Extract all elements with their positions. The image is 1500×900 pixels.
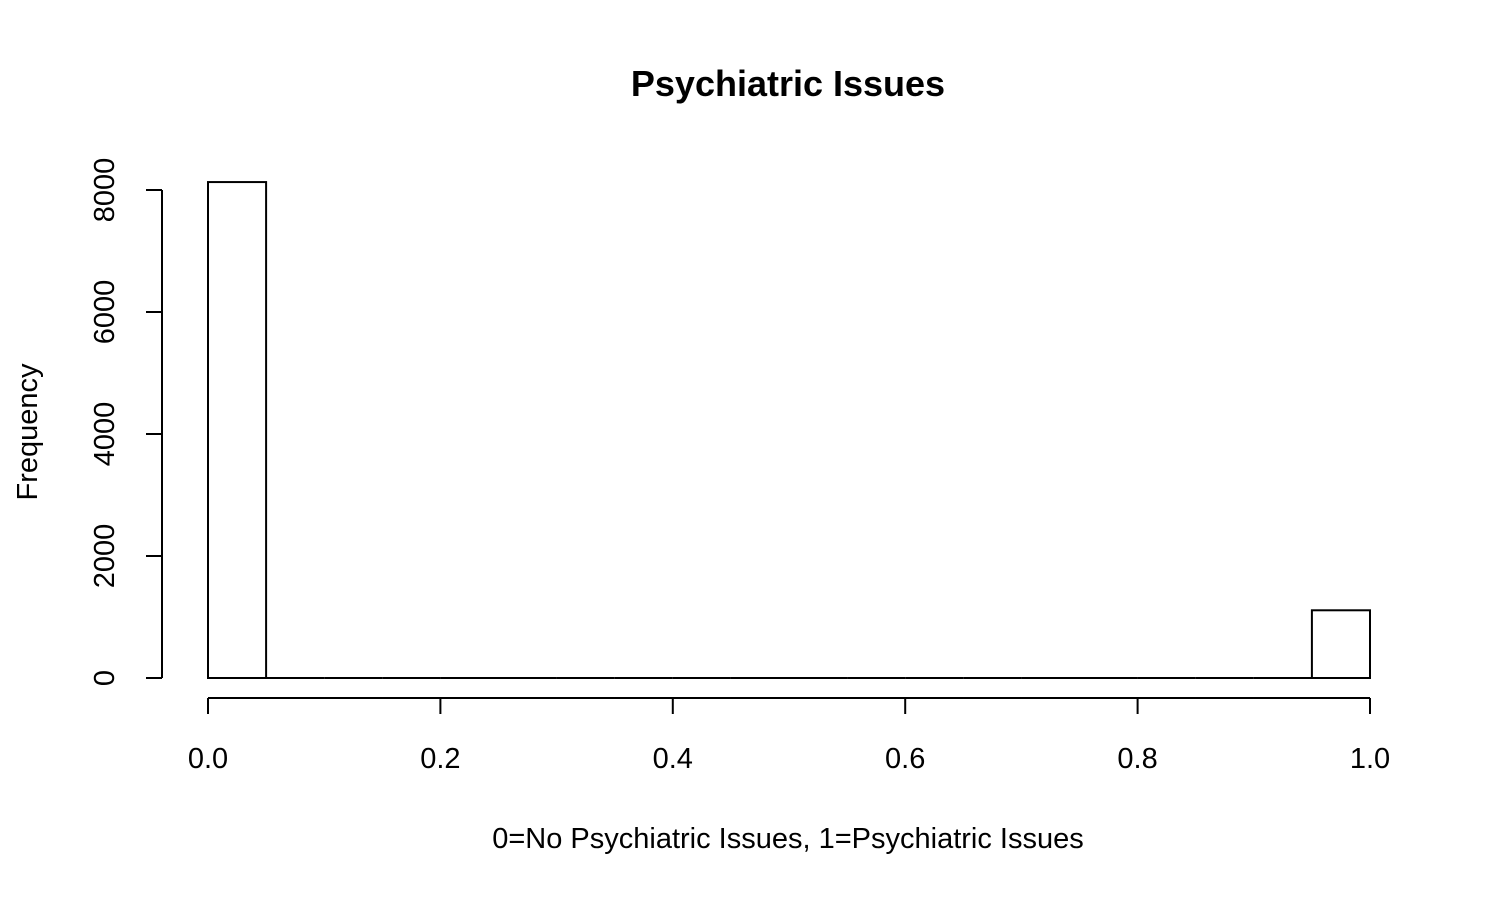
x-tick-label: 1.0 <box>1350 743 1390 775</box>
y-tick-label: 2000 <box>89 524 121 589</box>
y-tick-label: 6000 <box>89 280 121 345</box>
x-tick-label: 0.0 <box>188 743 228 775</box>
x-tick-label: 0.4 <box>653 743 693 775</box>
x-tick-label: 0.2 <box>420 743 460 775</box>
x-axis-label: 0=No Psychiatric Issues, 1=Psychiatric I… <box>492 823 1084 855</box>
y-tick-label: 4000 <box>89 402 121 467</box>
histogram-bar <box>207 181 268 679</box>
histogram-bar <box>1310 609 1372 679</box>
chart-title: Psychiatric Issues <box>631 63 945 104</box>
x-axis: 0.0 0.2 0.4 0.6 0.8 1.0 <box>188 697 1390 775</box>
y-tick-label: 0 <box>89 670 121 686</box>
y-axis-label: Frequency <box>12 363 44 501</box>
x-tick-label: 0.8 <box>1117 743 1157 775</box>
y-axis: 0 2000 4000 6000 8000 <box>89 158 163 686</box>
y-tick-label: 8000 <box>89 158 121 223</box>
x-tick-label: 0.6 <box>885 743 925 775</box>
bars <box>207 181 1372 679</box>
